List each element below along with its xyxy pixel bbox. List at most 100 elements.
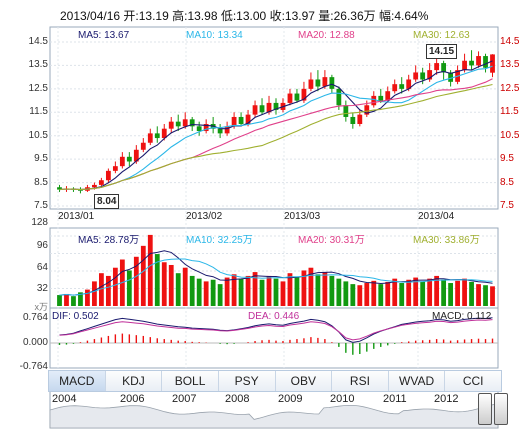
- candle-body: [406, 79, 412, 89]
- volume-bar: [217, 284, 223, 306]
- candle-body: [140, 142, 146, 150]
- candle-body: [175, 121, 181, 127]
- vol-axis-label: 32: [36, 283, 48, 294]
- macd-axis-label: -0.764: [19, 361, 48, 372]
- price-axis-right-label: 10.5: [500, 129, 520, 141]
- low-callout: 8.04: [94, 194, 120, 209]
- legend-ma5: MA5: 13.67: [78, 30, 130, 41]
- candle-body: [182, 119, 188, 127]
- price-axis-left-label: 10.5: [28, 129, 48, 141]
- volume-bar: [490, 286, 495, 306]
- candle-body: [78, 189, 83, 191]
- tab-psy[interactable]: PSY: [219, 371, 276, 391]
- volume-bar: [105, 275, 111, 306]
- candle-body: [133, 149, 139, 162]
- volume-bar: [231, 274, 237, 306]
- date-label: 2013/02: [186, 211, 223, 222]
- tab-wvad[interactable]: WVAD: [389, 371, 446, 391]
- volume-bar: [266, 275, 272, 306]
- price-axis-left-label: 7.5: [34, 200, 48, 211]
- price-axis-right-label: 13.5: [500, 59, 520, 71]
- candle-body: [224, 126, 230, 134]
- year-label: 2011: [383, 393, 407, 405]
- vol-axis-label: 128: [31, 217, 48, 228]
- candle-body: [259, 105, 265, 113]
- year-label: 2004: [52, 393, 77, 405]
- volume-bar: [329, 275, 335, 306]
- candle-body: [420, 72, 426, 80]
- candle-body: [329, 77, 335, 89]
- candle-body: [189, 119, 195, 127]
- volume-bar: [273, 278, 279, 306]
- volume-bar: [301, 270, 307, 306]
- tab-macd[interactable]: MACD: [49, 371, 106, 391]
- year-label: 2008: [225, 393, 250, 405]
- range-handle-right[interactable]: [494, 393, 508, 425]
- overview-area: [49, 403, 499, 429]
- high-callout: 14.15: [426, 44, 458, 59]
- tab-cci[interactable]: CCI: [462, 374, 484, 388]
- quote-low: 低:13.00: [220, 9, 267, 23]
- volume-bar: [189, 275, 195, 306]
- volume-bar: [462, 278, 467, 306]
- tab-kdj[interactable]: KDJ: [106, 371, 163, 391]
- year-label: 2009: [278, 393, 303, 405]
- overview-sparkline: [49, 403, 499, 429]
- date-label: 2013/01: [58, 211, 95, 222]
- candle-body: [483, 56, 488, 68]
- volume-bar: [378, 284, 384, 306]
- volume-bar: [399, 283, 405, 306]
- vol-ma5-line: [59, 250, 493, 296]
- volume-bar: [126, 270, 132, 306]
- volume-bar: [469, 281, 474, 306]
- volume-bar: [455, 280, 460, 306]
- ma5-line: [59, 60, 493, 191]
- vol-legend-ma30: MA30: 33.86万: [413, 235, 480, 246]
- candle-body: [476, 56, 481, 66]
- candle-body: [315, 79, 321, 87]
- range-handle-left[interactable]: [478, 393, 492, 425]
- candle-body: [217, 128, 223, 134]
- volume-bar: [371, 280, 377, 306]
- candle-body: [336, 88, 342, 106]
- year-label: 2006: [120, 393, 145, 405]
- candle-body: [231, 116, 237, 127]
- candle-body: [203, 124, 209, 132]
- tab-boll[interactable]: BOLL: [162, 371, 219, 391]
- candle-body: [385, 91, 391, 101]
- candle-body: [105, 170, 111, 181]
- volume-bar: [336, 278, 342, 306]
- volume-bar: [57, 295, 62, 306]
- volume-bar: [441, 279, 447, 306]
- candle-body: [448, 72, 454, 82]
- candle-body: [350, 116, 356, 124]
- volume-bar: [238, 278, 244, 306]
- vol-ma10-line: [59, 258, 493, 296]
- dif-line: [59, 317, 493, 343]
- candle-body: [294, 93, 300, 101]
- quote-date: 2013/04/16: [60, 9, 121, 23]
- volume-bar: [280, 281, 286, 306]
- candle-body: [119, 156, 125, 167]
- candle-body: [322, 77, 328, 87]
- candle-body: [245, 114, 251, 124]
- candle-body: [126, 156, 132, 162]
- tab-obv[interactable]: OBV: [276, 371, 333, 391]
- quote-open: 开:13.19: [123, 9, 169, 23]
- candle-body: [287, 93, 293, 103]
- volume-bar: [483, 285, 488, 306]
- volume-bar: [406, 279, 412, 306]
- quote-change: 幅:4.64%: [379, 9, 429, 23]
- indicator-tabs: MACD KDJ BOLL PSY OBV RSI WVAD CCI: [48, 370, 502, 392]
- year-label: 2012: [434, 393, 459, 405]
- price-axis-left-label: 11.5: [29, 106, 48, 118]
- volume-bar: [294, 277, 300, 306]
- price-axis-right-label: 7.5: [500, 200, 514, 211]
- volume-bar: [154, 254, 160, 306]
- tab-rsi[interactable]: RSI: [332, 371, 389, 391]
- candle-body: [161, 128, 167, 139]
- volume-bar: [133, 256, 139, 306]
- candle-body: [392, 84, 398, 92]
- candle-body: [378, 95, 384, 101]
